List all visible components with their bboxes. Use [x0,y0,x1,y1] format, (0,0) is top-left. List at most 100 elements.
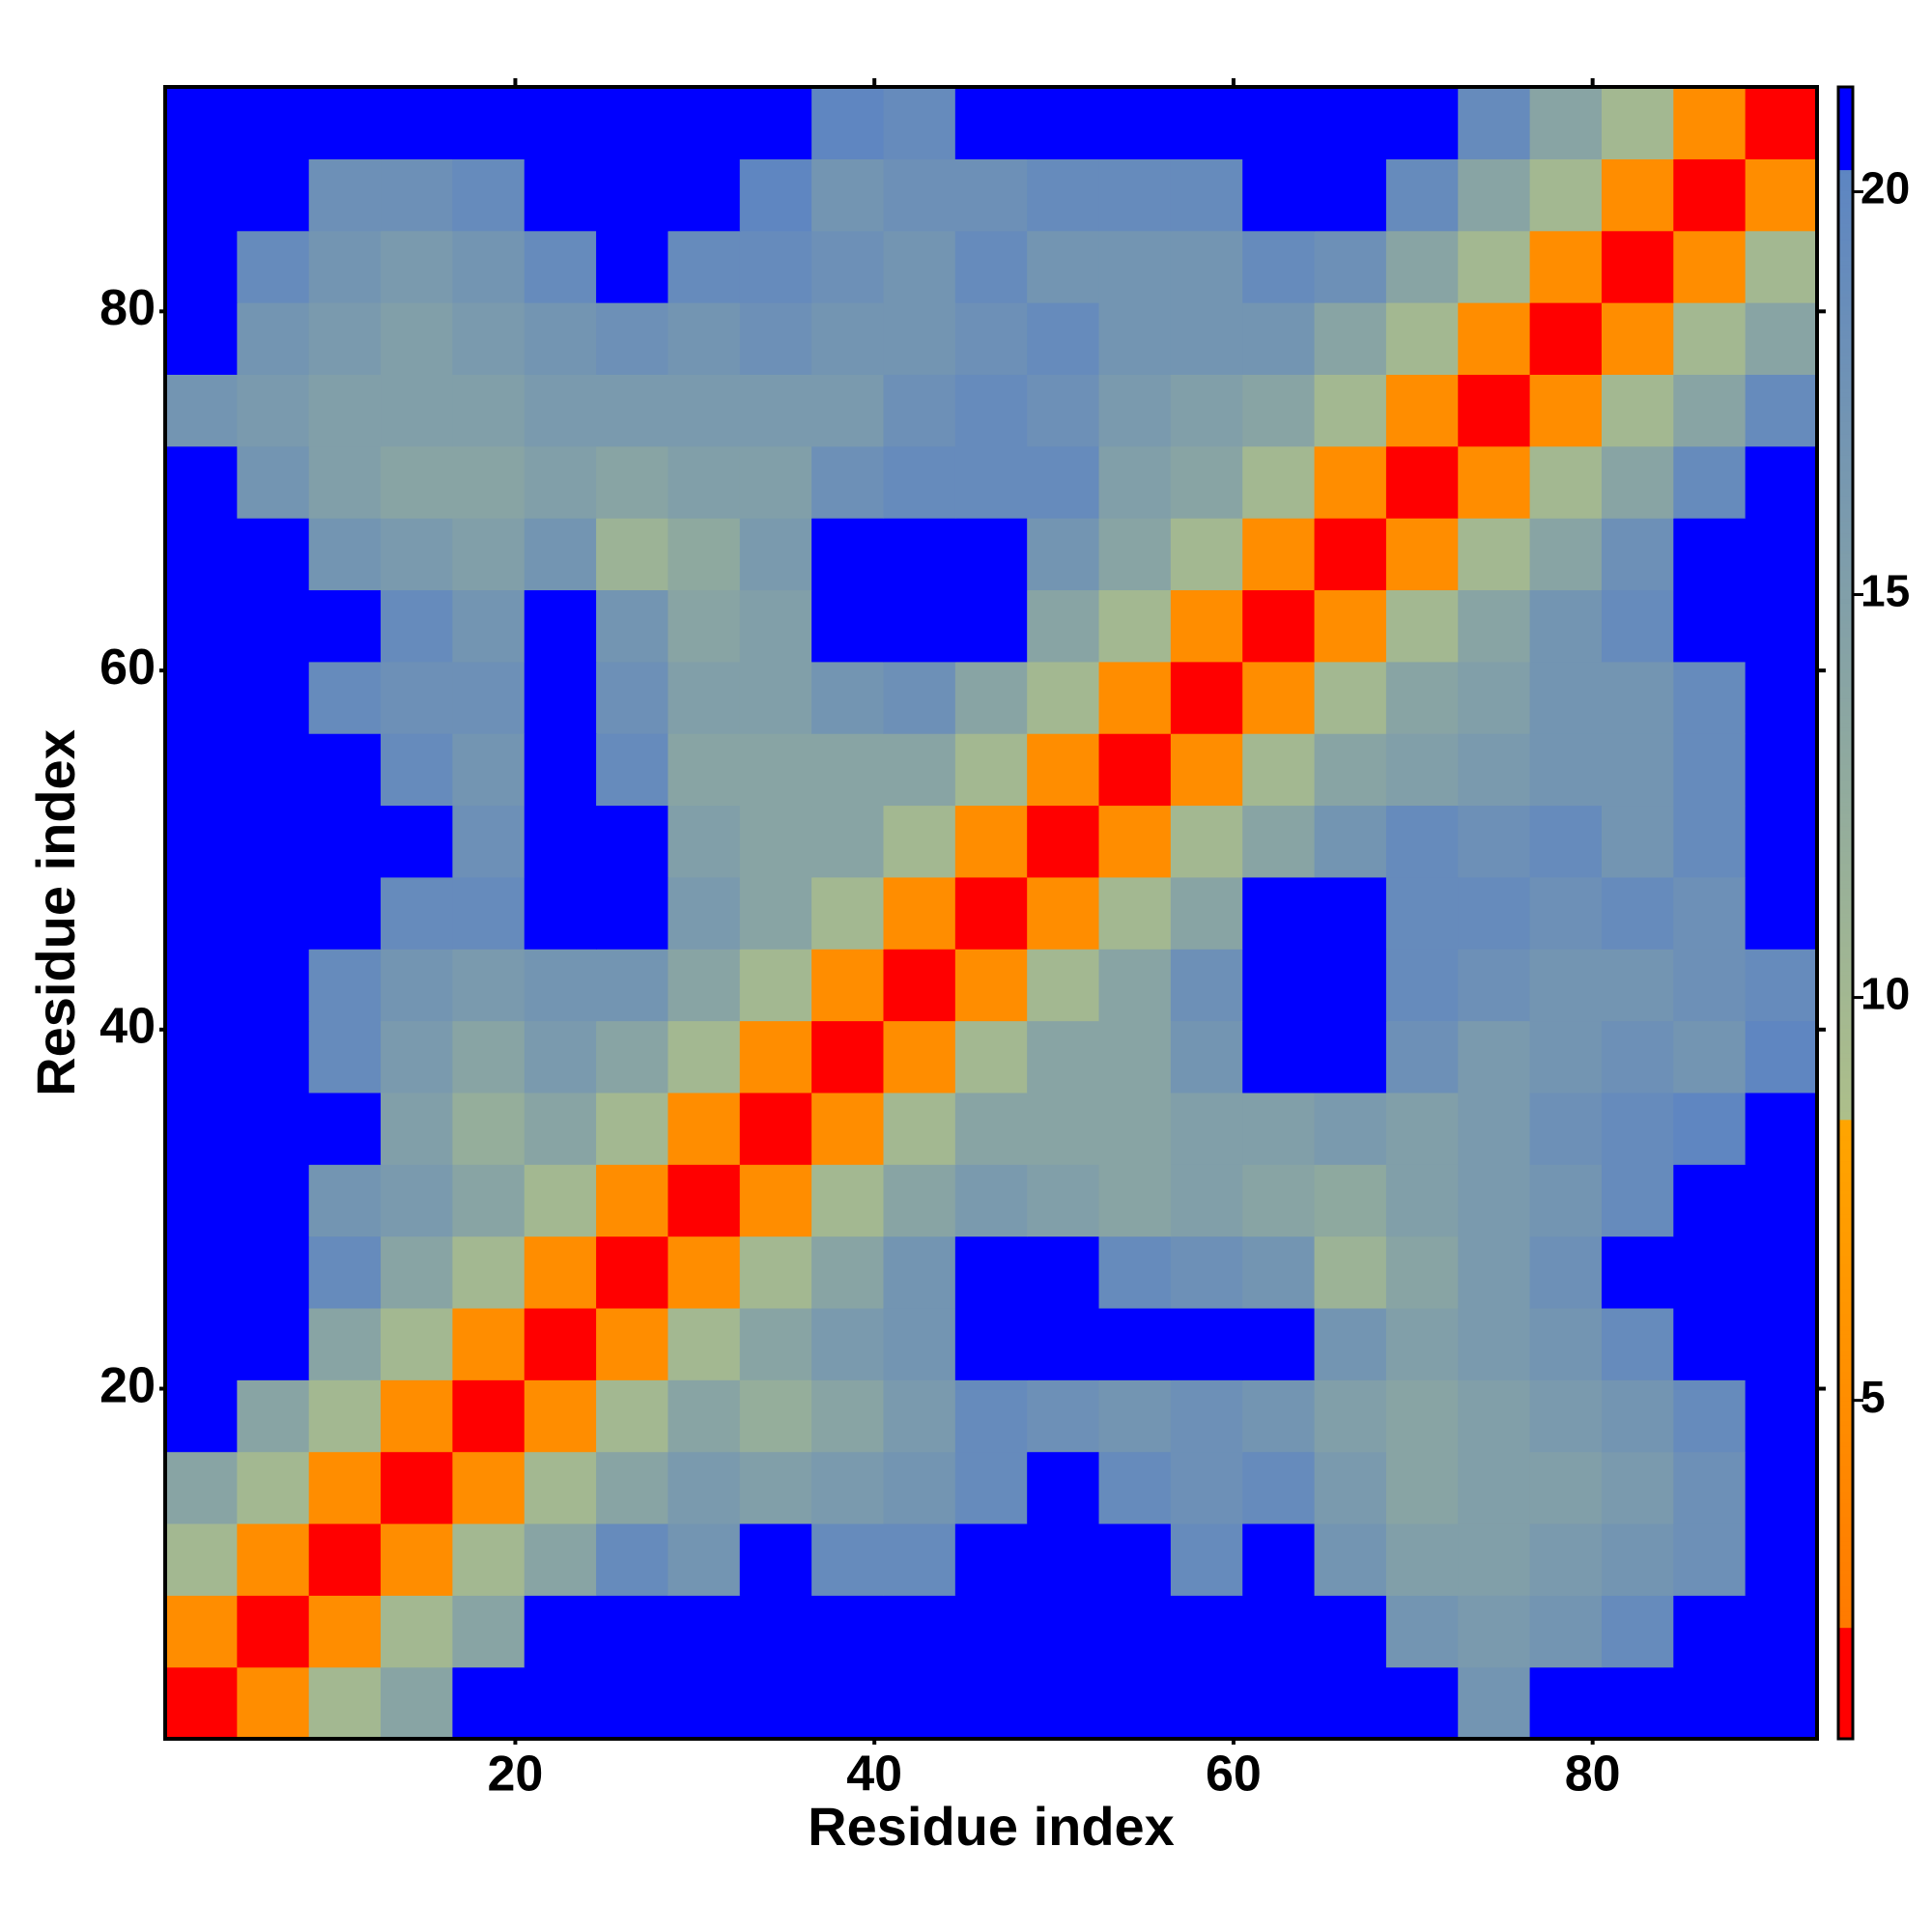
cell [596,1666,669,1740]
cell [1385,1379,1459,1453]
colorbar-slice [1838,132,1853,137]
cell [1385,1666,1459,1740]
cell [1242,445,1316,519]
cell [452,1092,526,1165]
colorbar-slice [1838,276,1853,282]
cell [596,1307,669,1380]
cell [237,1020,310,1094]
cell [1673,158,1747,232]
cell [1170,949,1243,1022]
colorbar-slice [1838,1317,1853,1322]
colorbar-slice [1838,1441,1853,1447]
colorbar-slice [1838,371,1853,377]
colorbar-slice [1838,561,1853,567]
colorbar-slice [1838,582,1853,587]
colorbar-slice [1838,859,1853,865]
cell [1027,374,1100,447]
colorbar-slice [1838,115,1853,121]
cell [1098,1164,1172,1237]
cell [381,87,453,159]
cell [452,1666,526,1740]
cell [237,1451,310,1524]
cell [883,87,956,159]
cell [1385,1307,1459,1380]
cell [1027,518,1100,591]
colorbar-slice [1838,632,1853,638]
colorbar-slice [1838,153,1853,158]
colorbar-slice [1838,1652,1853,1658]
cell [381,302,453,375]
colorbar-slice [1838,1556,1853,1562]
colorbar-slice [1838,748,1853,753]
cell [883,876,956,950]
cell [739,302,812,375]
plot-frame [163,85,1819,1741]
colorbar-slice [1838,1511,1853,1517]
cell [668,1092,741,1165]
cell [739,374,812,447]
cell [1098,1522,1172,1596]
cell [237,1595,310,1668]
cell [1314,1379,1387,1453]
cell [1385,302,1459,375]
colorbar-slice [1838,1631,1853,1636]
cell [739,661,812,734]
cell [308,230,382,303]
cell [165,374,238,447]
colorbar-slice [1838,165,1853,171]
colorbar-slice [1838,499,1853,505]
colorbar-slice [1838,1697,1853,1703]
cell [811,1379,885,1453]
colorbar-slice [1838,1718,1853,1723]
cell [1242,1595,1316,1668]
colorbar-slice [1838,120,1853,126]
cell [1601,1164,1674,1237]
colorbar-slice [1838,280,1853,286]
cell [1027,87,1100,159]
cell [524,1092,597,1165]
cell [1673,1595,1747,1668]
colorbar-slice [1838,628,1853,633]
colorbar-slice [1838,1293,1853,1298]
cell [811,1236,885,1309]
cell [308,876,382,950]
colorbar-slice [1838,863,1853,868]
cell [883,445,956,519]
cell [452,1020,526,1094]
cell [1242,1451,1316,1524]
colorbar-slice [1838,545,1853,551]
cell [165,1522,238,1596]
cell [1385,733,1459,807]
cell [524,1307,597,1380]
colorbar-slice [1838,421,1853,427]
cell [596,805,669,878]
colorbar-tick-label: 15 [1861,566,1910,616]
cell [1385,805,1459,878]
cell [1242,87,1316,159]
cell [237,876,310,950]
cell [1314,230,1387,303]
cell [1745,1451,1818,1524]
cell [668,445,741,519]
cell [883,1522,956,1596]
colorbar-slice [1838,343,1853,348]
colorbar-slice [1838,293,1853,298]
colorbar-slice [1838,879,1853,885]
cell [1314,1020,1387,1094]
cell [1314,876,1387,950]
cell [1027,302,1100,375]
colorbar-slice [1838,1692,1853,1698]
cell [739,1379,812,1453]
cell [308,1307,382,1380]
colorbar-slice [1838,355,1853,360]
colorbar-slice [1838,347,1853,353]
colorbar-frame [1836,85,1855,1741]
colorbar-slice [1838,1284,1853,1290]
colorbar-slice [1838,1144,1853,1150]
cell [811,589,885,663]
colorbar-slice [1838,95,1853,100]
cell [381,589,453,663]
cell [1170,876,1243,950]
cell [452,1236,526,1309]
cell [1242,1236,1316,1309]
